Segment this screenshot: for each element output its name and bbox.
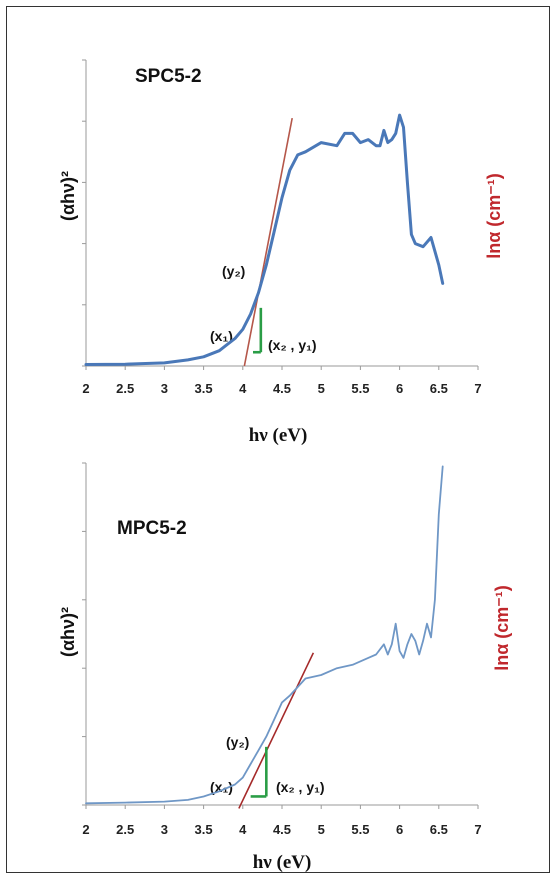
- x-tick-label: 2: [82, 381, 89, 396]
- x-tick-label: 4.5: [273, 381, 291, 396]
- data-series-line: [85, 465, 444, 805]
- y-axis-label: (αhν)²: [58, 607, 78, 657]
- x-tick-label: 5.5: [351, 822, 369, 837]
- x-tick-label: 6.5: [430, 822, 448, 837]
- x-tick-label: 6: [396, 381, 403, 396]
- secondary-y-axis-label: lnα (cm⁻¹): [484, 173, 504, 259]
- y-axis-label: (αhν)²: [58, 171, 78, 221]
- x-tick-label: 7: [474, 381, 481, 396]
- fit-line: [243, 117, 293, 367]
- secondary-y-axis-label: lnα (cm⁻¹): [492, 585, 512, 671]
- annotation-y2: (y₂): [226, 734, 249, 750]
- chart-spc5-2: SPC5-2 (αhν)² lnα (cm⁻¹) hν (eV) (y₂) (x…: [58, 59, 504, 446]
- x-tick-label: 6: [396, 822, 403, 837]
- x-tick-label: 3: [161, 381, 168, 396]
- chart-mpc5-2: MPC5-2 (αhν)² lnα (cm⁻¹) hν (eV) (y₂) (x…: [58, 462, 512, 873]
- chart-title: MPC5-2: [117, 518, 187, 539]
- annotation-x2-y1: (x₂ , y₁): [268, 337, 317, 353]
- x-tick-label: 6.5: [430, 381, 448, 396]
- x-tick-label: 5: [318, 381, 325, 396]
- x-tick-label: 4: [239, 381, 247, 396]
- annotation-x1: (x₁): [210, 328, 233, 344]
- x-tick-label: 5.5: [351, 381, 369, 396]
- x-tick-label: 3.5: [195, 822, 213, 837]
- x-tick-label: 5: [318, 822, 325, 837]
- x-tick-label: 3.5: [195, 381, 213, 396]
- data-series-line: [84, 113, 445, 366]
- annotation-y2: (y₂): [222, 263, 245, 279]
- x-tick-label: 2.5: [116, 822, 134, 837]
- x-tick-label: 3: [161, 822, 168, 837]
- x-tick-label: 7: [474, 822, 481, 837]
- annotation-x2-y1: (x₂ , y₁): [276, 779, 325, 795]
- x-tick-label: 2.5: [116, 381, 134, 396]
- chart-title: SPC5-2: [135, 66, 202, 87]
- x-tick-label: 4.5: [273, 822, 291, 837]
- x-tick-label: 2: [82, 822, 89, 837]
- x-axis-label: hν (eV): [253, 852, 312, 873]
- x-tick-label: 4: [239, 822, 247, 837]
- fit-line: [238, 652, 315, 809]
- annotation-x1: (x₁): [210, 779, 233, 795]
- x-axis-label: hν (eV): [249, 425, 308, 446]
